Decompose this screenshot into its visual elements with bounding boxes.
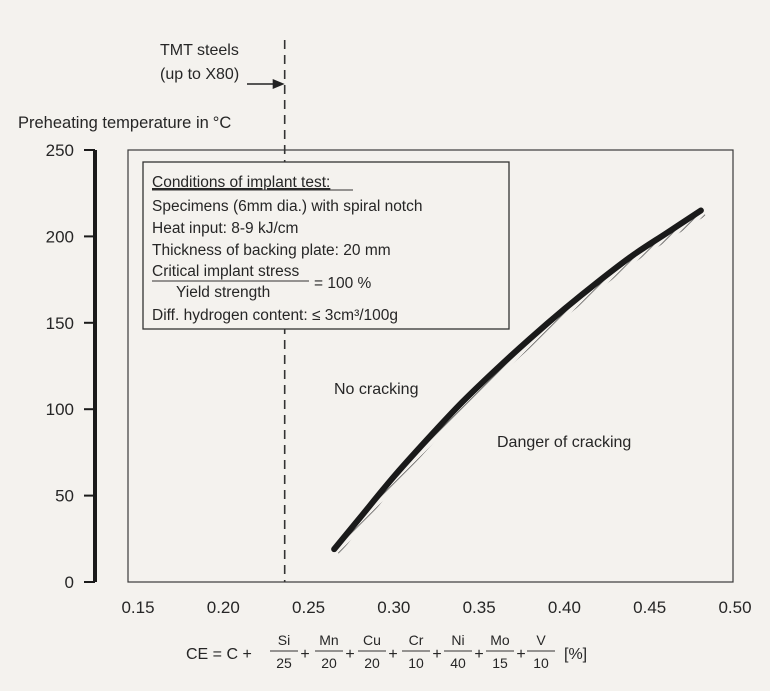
formula-numerator: Cu: [363, 632, 381, 648]
condition-backing-plate: Thickness of backing plate: 20 mm: [152, 242, 391, 259]
conditions-title: Conditions of implant test:: [152, 174, 330, 191]
preheating-curve: [331, 207, 704, 553]
x-tick-label: 0.35: [463, 598, 496, 617]
x-tick-label: 0.25: [292, 598, 325, 617]
tmt-label-line2: (up to X80): [160, 66, 239, 83]
tmt-label-line1: TMT steels: [160, 42, 239, 59]
formula-denominator: 20: [321, 655, 337, 671]
x-tick-label: 0.50: [718, 598, 751, 617]
formula-numerator: Mn: [319, 632, 338, 648]
formula-unit: [%]: [564, 646, 587, 663]
formula-numerator: Cr: [409, 632, 424, 648]
formula-numerator: Si: [278, 632, 290, 648]
formula-denominator: 15: [492, 655, 508, 671]
formula-denominator: 10: [408, 655, 424, 671]
y-ticks: 0 50 100 150 200 250: [46, 141, 95, 592]
formula-denominator: 10: [533, 655, 549, 671]
formula-plus: +: [345, 646, 354, 663]
x-tick-label: 0.45: [633, 598, 666, 617]
formula-numerator: Ni: [451, 632, 464, 648]
plot-frame: [127, 149, 734, 583]
condition-specimens: Specimens (6mm dia.) with spiral notch: [152, 198, 423, 215]
region-no-cracking: No cracking: [334, 381, 418, 398]
formula-numerator: Mo: [490, 632, 510, 648]
formula-plus: +: [432, 646, 441, 663]
x-tick-label: 0.40: [548, 598, 581, 617]
y-tick-label: 0: [65, 573, 74, 592]
formula-plus: +: [474, 646, 483, 663]
formula-terms: Si 25 + Mn 20 + Cu 20 + Cr 10 + Ni 40 + Mo 15 + V 10: [270, 632, 555, 671]
ratio-denominator: Yield strength: [176, 284, 270, 301]
x-ticks: 0.15 0.20 0.25 0.30 0.35 0.40 0.45 0.50: [121, 598, 751, 617]
y-tick-label: 200: [46, 227, 74, 246]
formula-denominator: 40: [450, 655, 466, 671]
formula-plus: +: [516, 646, 525, 663]
condition-hydrogen: Diff. hydrogen content: ≤ 3cm³/100g: [152, 307, 398, 324]
formula-plus: +: [300, 646, 309, 663]
y-tick-label: 250: [46, 141, 74, 160]
region-danger-of-cracking: Danger of cracking: [497, 434, 631, 451]
formula-numerator: V: [536, 632, 546, 648]
ratio-value: = 100 %: [314, 275, 372, 292]
y-axis-label: Preheating temperature in °C: [18, 114, 231, 132]
y-tick-label: 100: [46, 400, 74, 419]
formula-denominator: 20: [364, 655, 380, 671]
y-axis-label-text: Preheating temperature in: [18, 114, 209, 132]
tmt-arrowhead: [272, 79, 285, 89]
condition-heat-input: Heat input: 8-9 kJ/cm: [152, 220, 298, 237]
formula-lead: CE = C +: [186, 646, 252, 663]
x-tick-label: 0.15: [121, 598, 154, 617]
y-tick-label: 150: [46, 314, 74, 333]
formula-denominator: 25: [276, 655, 292, 671]
x-tick-label: 0.20: [207, 598, 240, 617]
y-axis-label-unit: °C: [213, 114, 232, 132]
ratio-numerator: Critical implant stress: [152, 263, 300, 280]
x-tick-label: 0.30: [377, 598, 410, 617]
formula-plus: +: [388, 646, 397, 663]
x-axis-formula: CE = C + Si 25 + Mn 20 + Cu 20 + Cr 10 + Ni 40 + Mo 15 + V…: [186, 632, 587, 671]
y-tick-label: 50: [55, 487, 74, 506]
